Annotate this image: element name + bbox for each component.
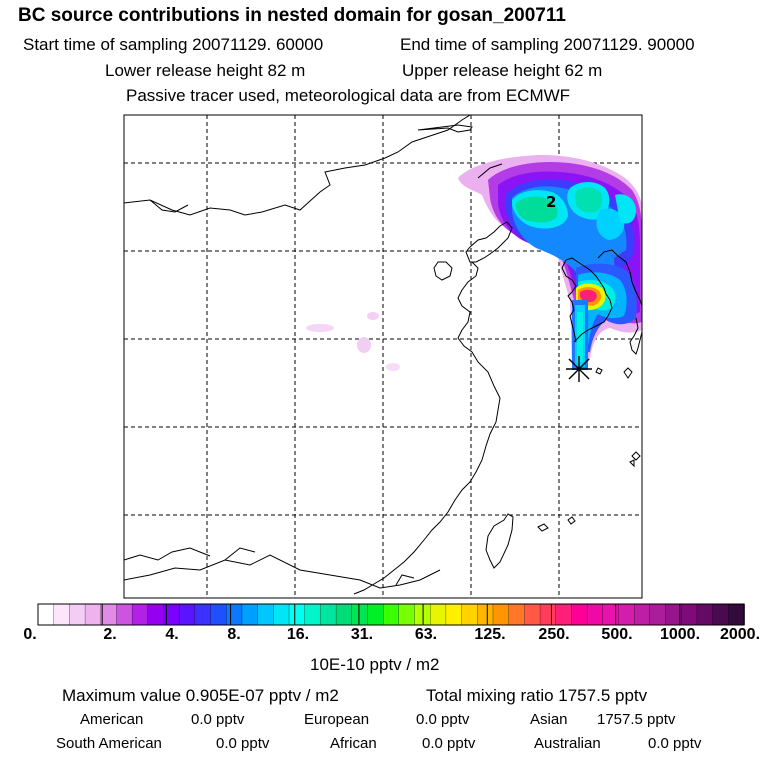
colorbar-cell (131, 603, 149, 626)
colorbar-cell (728, 603, 745, 626)
colorbar-cell (367, 603, 384, 626)
colorbar-cell (84, 603, 102, 626)
colorbar-cell (555, 603, 573, 626)
colorbar-tick-6: 63. (414, 626, 438, 643)
colorbar-tick-5: 31. (350, 626, 374, 643)
colorbar-cell (477, 603, 494, 626)
colorbar-cell (179, 603, 196, 626)
contour-label: 2 (546, 193, 556, 211)
colorbar-tick-7: 125. (474, 626, 506, 643)
colorbar-tick-10: 1000. (659, 626, 701, 643)
colorbar-tick-11: 2000. (719, 626, 761, 643)
region-name-south-american: South American (56, 735, 162, 752)
colorbar-cell (304, 603, 322, 626)
concentration-plume (306, 154, 642, 371)
colorbar-cell (335, 603, 353, 626)
region-value-asian: 1757.5 pptv (597, 711, 676, 728)
colorbar-tick-0: 0. (23, 626, 37, 643)
region-name-american: American (80, 711, 144, 728)
colorbar-cell (383, 603, 400, 626)
region-name-asian: Asian (530, 711, 568, 728)
colorbar-cell (430, 603, 447, 626)
colorbar-cell (524, 603, 541, 626)
colorbar-tick-8: 250. (538, 626, 570, 643)
lower-release-height: Lower release height 82 m (105, 61, 306, 80)
colorbar-frame (37, 603, 745, 626)
colorbar-cell (273, 603, 290, 626)
colorbar-cell (461, 603, 479, 626)
region-name-australian: Australian (534, 735, 601, 752)
plot-title: BC source contributions in nested domain… (18, 5, 566, 26)
region-name-european: European (304, 711, 370, 728)
colorbar-cell (571, 603, 588, 626)
total-mixing-ratio: Total mixing ratio 1757.5 pptv (426, 686, 648, 705)
colorbar-cell (492, 603, 510, 626)
map-frame (123, 114, 643, 599)
colorbar-unit: 10E-10 pptv / m2 (310, 655, 440, 674)
colorbar-cell (194, 603, 212, 626)
colorbar-tick-9: 500. (601, 626, 633, 643)
region-name-african: African (330, 735, 377, 752)
colorbar-cell (320, 603, 337, 626)
colorbar-cell (288, 603, 306, 626)
colorbar-cell (586, 603, 604, 626)
colorbar-cell (69, 603, 86, 626)
start-time-label: Start time of sampling 20071129. 60000 (23, 35, 324, 54)
coastlines (124, 115, 642, 595)
region-value-american: 0.0 pptv (191, 711, 245, 728)
colorbar-cell (696, 603, 714, 626)
colorbar-cell (241, 603, 259, 626)
region-value-australian: 0.0 pptv (648, 735, 702, 752)
colorbar-cell (539, 603, 557, 626)
region-value-european: 0.0 pptv (416, 711, 470, 728)
colorbar-cell (257, 603, 275, 626)
colorbar-cell (116, 603, 133, 626)
colorbar-tick-3: 8. (227, 626, 241, 643)
colorbar-cell (681, 603, 698, 626)
colorbar-tick-2: 4. (165, 626, 179, 643)
colorbar-cell (445, 603, 463, 626)
maximum-value: Maximum value 0.905E-07 pptv / m2 (62, 686, 339, 705)
upper-release-height: Upper release height 62 m (402, 61, 603, 80)
colorbar-cell (618, 603, 635, 626)
colorbar-cell (602, 603, 620, 626)
region-value-african: 0.0 pptv (422, 735, 476, 752)
colorbar-cell (398, 603, 416, 626)
colorbar-cell (226, 603, 243, 626)
lat-lon-grid (124, 115, 642, 598)
colorbar-cell (53, 603, 71, 626)
receptor-star-icon (566, 356, 592, 382)
colorbar-tick-1: 2. (103, 626, 117, 643)
colorbar-cell (147, 603, 165, 626)
colorbar-cell (100, 603, 118, 626)
end-time-label: End time of sampling 20071129. 90000 (400, 35, 695, 54)
colorbar-cell (634, 603, 651, 626)
colorbar-cell (351, 603, 369, 626)
colorbar-tick-4: 16. (286, 626, 310, 643)
colorbar-cell (37, 603, 55, 626)
colorbar-cell (210, 603, 228, 626)
region-value-south-american: 0.0 pptv (216, 735, 270, 752)
colorbar-cell (649, 603, 667, 626)
colorbar-cell (508, 603, 526, 626)
tracer-note: Passive tracer used, meteorological data… (126, 86, 571, 105)
colorbar-cell (712, 603, 730, 626)
